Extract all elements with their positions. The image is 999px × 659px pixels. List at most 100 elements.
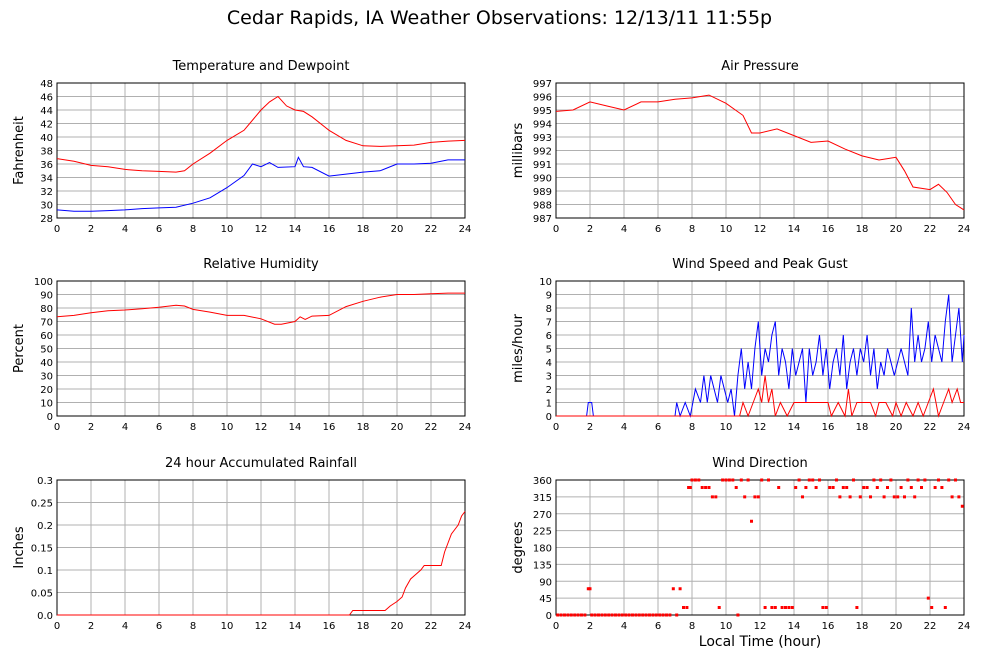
x-tick-label: 20 — [890, 621, 903, 632]
x-tick-label: 6 — [156, 422, 162, 433]
x-tick-label: 2 — [88, 621, 94, 632]
data-point — [811, 478, 815, 482]
data-point — [756, 495, 760, 499]
y-tick-label: 2 — [546, 385, 552, 396]
data-point — [937, 478, 940, 482]
x-tick-label: 10 — [221, 224, 234, 235]
data-point — [760, 478, 764, 482]
data-point — [909, 486, 913, 489]
y-tick-label: 991 — [533, 160, 552, 171]
data-point — [841, 486, 845, 489]
y-tick-label: 30 — [40, 201, 53, 212]
y-axis-label: Percent — [12, 324, 27, 373]
data-point — [821, 606, 825, 609]
y-tick-label: 100 — [34, 277, 53, 288]
x-tick-label: 14 — [788, 422, 801, 433]
chart-title: Wind Direction — [712, 456, 808, 471]
data-point — [688, 486, 692, 489]
x-tick-label: 18 — [856, 224, 869, 235]
y-tick-label: 360 — [533, 476, 552, 487]
x-tick-label: 24 — [459, 621, 472, 632]
y-axis-label: Fahrenheit — [12, 116, 27, 185]
data-point — [872, 478, 876, 482]
x-tick-label: 16 — [822, 621, 835, 632]
y-tick-label: 990 — [533, 174, 552, 185]
data-point — [746, 478, 750, 482]
y-tick-label: 7 — [546, 318, 552, 329]
series-line-1 — [556, 294, 965, 418]
y-tick-label: 0.3 — [37, 476, 53, 487]
data-point — [641, 613, 645, 617]
x-tick-label: 16 — [822, 422, 835, 433]
y-tick-label: 0 — [47, 412, 53, 423]
data-point — [637, 613, 641, 617]
x-tick-label: 12 — [255, 224, 268, 235]
y-tick-label: 180 — [533, 544, 552, 555]
data-point — [588, 587, 592, 591]
data-point — [734, 486, 738, 489]
data-point — [573, 613, 577, 617]
y-tick-label: 45 — [539, 594, 552, 605]
data-point — [724, 478, 728, 482]
plot-frame — [56, 82, 466, 219]
data-point — [559, 613, 563, 617]
data-point — [665, 613, 668, 617]
y-tick-label: 10 — [539, 277, 552, 288]
data-point — [743, 495, 747, 499]
page-title: Cedar Rapids, IA Weather Observations: 1… — [226, 7, 773, 29]
series-line-2 — [56, 156, 465, 212]
data-point — [787, 606, 791, 609]
x-tick-label: 20 — [391, 422, 404, 433]
data-point — [947, 478, 951, 482]
x-tick-label: 20 — [391, 224, 404, 235]
y-tick-label: 995 — [533, 106, 552, 117]
data-point — [790, 606, 794, 609]
x-tick-label: 2 — [587, 422, 593, 433]
x-tick-label: 8 — [689, 422, 695, 433]
data-point — [731, 478, 735, 482]
x-tick-label: 0 — [553, 422, 559, 433]
data-point — [773, 606, 777, 609]
x-tick-label: 24 — [958, 422, 971, 433]
chart-title: Air Pressure — [721, 59, 799, 74]
y-tick-label: 993 — [533, 133, 552, 144]
data-point — [780, 606, 784, 609]
data-point — [940, 486, 944, 489]
data-point — [624, 613, 628, 617]
x-tick-label: 18 — [357, 621, 370, 632]
x-tick-label: 14 — [788, 621, 801, 632]
x-tick-label: 14 — [289, 224, 302, 235]
data-point — [668, 613, 672, 617]
data-point — [700, 486, 704, 489]
x-tick-label: 0 — [553, 621, 559, 632]
y-tick-label: 0.0 — [37, 611, 53, 622]
y-tick-label: 4 — [546, 358, 552, 369]
data-point — [906, 478, 910, 482]
series-line-1 — [56, 292, 465, 325]
data-point — [892, 495, 896, 499]
x-tick-label: 2 — [587, 224, 593, 235]
data-point — [794, 486, 798, 489]
data-point — [814, 486, 818, 489]
x-tick-label: 12 — [754, 621, 767, 632]
y-tick-label: 0.05 — [31, 589, 53, 600]
chart-title: Relative Humidity — [203, 257, 319, 272]
x-tick-label: 18 — [856, 621, 869, 632]
data-point — [687, 486, 691, 489]
y-tick-label: 30 — [40, 372, 53, 383]
y-tick-label: 0.2 — [37, 521, 53, 532]
data-point — [682, 606, 685, 609]
y-axis-label: miles/hour — [511, 313, 526, 382]
x-tick-label: 10 — [720, 422, 733, 433]
data-point — [824, 606, 828, 609]
y-tick-label: 0.1 — [37, 566, 53, 577]
data-point — [671, 587, 675, 591]
x-tick-label: 12 — [754, 224, 767, 235]
series-line-1 — [555, 94, 965, 211]
x-tick-label: 20 — [890, 422, 903, 433]
y-tick-label: 34 — [40, 174, 53, 185]
x-tick-label: 0 — [553, 224, 559, 235]
x-tick-label: 14 — [788, 224, 801, 235]
